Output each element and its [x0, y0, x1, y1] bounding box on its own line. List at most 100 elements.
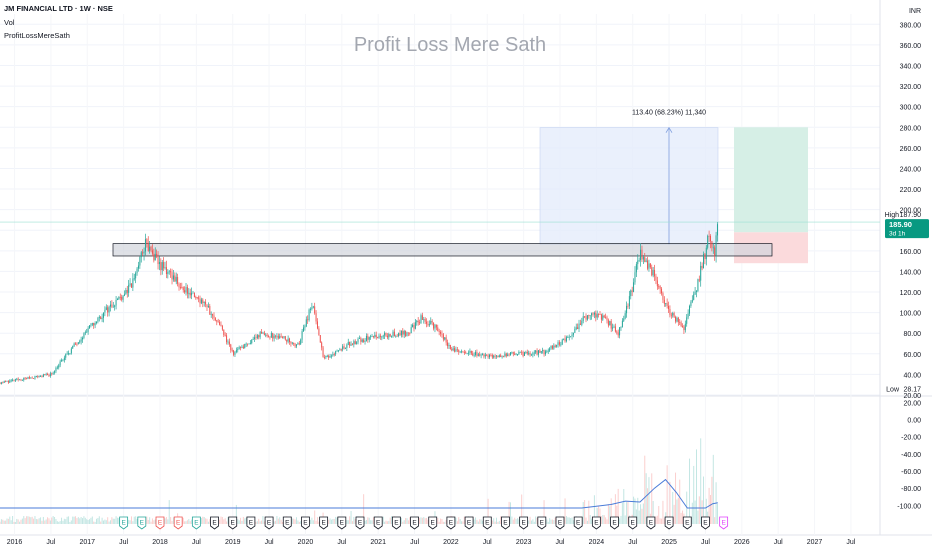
volume-bar	[223, 519, 225, 524]
candle-body	[38, 376, 40, 378]
earnings-marker[interactable]: E	[482, 516, 492, 530]
candle	[479, 351, 481, 357]
drawing-overlays[interactable]: 113.40 (68.23%) 11,340	[0, 110, 880, 264]
earnings-marker[interactable]: E	[664, 516, 674, 530]
volume-bar	[656, 515, 658, 524]
resistance-zone[interactable]	[112, 243, 773, 257]
volume-legend[interactable]: Vol	[4, 18, 15, 27]
volume-bar	[568, 517, 570, 524]
volume-bar	[498, 520, 500, 524]
position-target-zone[interactable]	[734, 127, 808, 233]
earnings-marker[interactable]: E	[719, 516, 729, 530]
earnings-marker[interactable]: E	[573, 516, 583, 530]
earnings-marker[interactable]: E	[137, 516, 147, 530]
candle	[384, 331, 386, 340]
volume-bar	[14, 521, 16, 524]
earnings-marker[interactable]: E	[319, 516, 329, 530]
earnings-marker[interactable]: E	[373, 516, 383, 530]
candle-body	[300, 339, 302, 345]
candle-body	[178, 283, 180, 288]
earnings-marker[interactable]: E	[228, 516, 238, 530]
earnings-marker[interactable]: E	[555, 516, 565, 530]
volume-bar	[153, 520, 155, 524]
candle	[37, 375, 39, 379]
earnings-marker[interactable]: E	[246, 516, 256, 530]
measure-box[interactable]	[539, 127, 719, 245]
price-tick-label: 240.00	[900, 166, 922, 173]
earnings-marker[interactable]: E	[337, 516, 347, 530]
earnings-marker[interactable]: E	[628, 516, 638, 530]
candle-body	[437, 327, 439, 331]
earnings-marker[interactable]: E	[591, 516, 601, 530]
candle	[600, 313, 602, 324]
candle-body	[371, 336, 373, 337]
earnings-marker[interactable]: E	[282, 516, 292, 530]
candle-body	[235, 350, 237, 352]
earnings-marker[interactable]: E	[391, 516, 401, 530]
earnings-marker-label: E	[467, 520, 472, 527]
earnings-marker[interactable]: E	[519, 516, 529, 530]
earnings-marker[interactable]: E	[191, 516, 201, 530]
candle	[220, 321, 222, 327]
candle-body	[240, 347, 242, 348]
volume-bar	[638, 510, 640, 524]
candle	[140, 251, 142, 263]
earnings-marker[interactable]: E	[173, 516, 183, 530]
earnings-marker[interactable]: E	[355, 516, 365, 530]
time-tick-label: 2020	[298, 539, 314, 546]
candle-body	[715, 235, 717, 256]
volume-bar	[330, 519, 332, 524]
candle-body	[469, 350, 471, 353]
earnings-marker[interactable]: E	[464, 516, 474, 530]
candle	[405, 330, 407, 338]
earnings-marker[interactable]: E	[446, 516, 456, 530]
candle-body	[284, 336, 286, 340]
indicator-legend[interactable]: ProfitLossMereSath	[4, 31, 70, 40]
earnings-marker[interactable]: E	[210, 516, 219, 530]
candle-body	[283, 336, 285, 338]
earnings-marker[interactable]: E	[410, 516, 419, 530]
earnings-marker[interactable]: E	[646, 516, 656, 530]
candle-body	[270, 333, 272, 338]
candle	[475, 350, 477, 357]
earnings-marker[interactable]: E	[501, 516, 510, 530]
earnings-marker[interactable]: E	[155, 516, 165, 530]
earnings-marker[interactable]: E	[682, 516, 692, 530]
candle	[567, 335, 569, 339]
candle	[480, 353, 482, 359]
candle	[648, 259, 650, 272]
candle-body	[5, 381, 7, 382]
candle	[10, 379, 12, 383]
earnings-marker[interactable]: E	[264, 516, 274, 530]
candle-body	[273, 335, 275, 339]
candle	[263, 330, 265, 336]
earnings-marker[interactable]: E	[537, 516, 547, 530]
candle-body	[416, 320, 418, 323]
earnings-marker[interactable]: E	[610, 516, 619, 530]
candle-body	[656, 280, 658, 287]
candle-body	[487, 355, 489, 358]
earnings-marker[interactable]: E	[428, 516, 438, 530]
volume-bar	[458, 517, 460, 524]
volume-bar	[420, 517, 422, 524]
earnings-marker[interactable]: E	[301, 516, 310, 530]
candle	[238, 345, 240, 350]
candle-body	[13, 379, 15, 381]
candle-body	[525, 352, 527, 353]
candle	[570, 336, 572, 338]
candle	[247, 343, 249, 347]
earnings-marker-label: E	[231, 520, 236, 527]
candle	[637, 254, 639, 270]
symbol-title[interactable]: JM FINANCIAL LTD · 1W · NSE	[4, 4, 113, 13]
volume-bar	[689, 458, 691, 524]
candle-body	[47, 373, 49, 376]
candle-body	[536, 350, 538, 355]
time-tick-label: 2027	[807, 539, 823, 546]
earnings-marker[interactable]: E	[119, 516, 129, 530]
earnings-marker[interactable]: E	[701, 516, 710, 530]
candle-body	[551, 346, 553, 349]
candle-body	[458, 349, 460, 352]
